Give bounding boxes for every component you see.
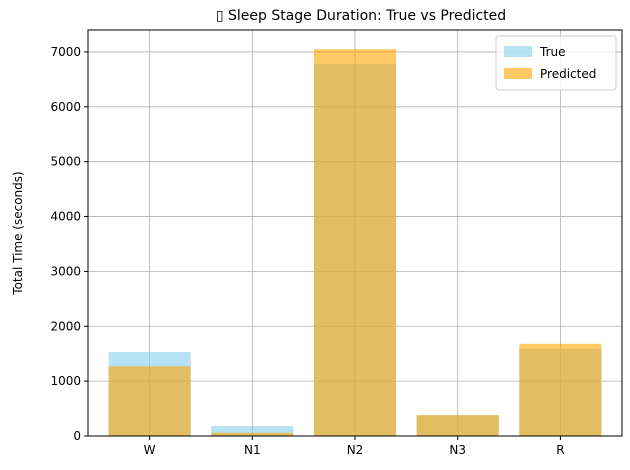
- y-tick-label-6: 6000: [50, 100, 81, 114]
- legend-swatch-true: [504, 46, 532, 57]
- legend: True Predicted: [495, 35, 617, 91]
- bars: [108, 49, 602, 437]
- y-tick-label-5: 5000: [50, 155, 81, 169]
- y-tick-label-7: 7000: [50, 45, 81, 59]
- bar-true-n1: [211, 426, 294, 436]
- legend-swatch-predicted: [504, 68, 532, 79]
- legend-label-predicted: Predicted: [540, 67, 596, 81]
- y-tick-label-2: 2000: [50, 319, 81, 333]
- legend-label-true: True: [539, 45, 566, 59]
- y-tick-label-4: 4000: [50, 210, 81, 224]
- x-tick-label-r: R: [556, 443, 564, 457]
- x-tick-label-n1: N1: [244, 443, 261, 457]
- x-tick-label-n3: N3: [449, 443, 466, 457]
- y-tick-label-3: 3000: [50, 264, 81, 278]
- y-axis: 0 1000 2000 3000 4000 5000 6000 7000: [50, 45, 88, 443]
- bar-predicted-n1: [211, 432, 294, 436]
- bar-predicted-w: [108, 366, 191, 436]
- bar-predicted-n3: [416, 415, 499, 436]
- bar-predicted-r: [519, 343, 602, 436]
- x-axis: W N1 N2 N3 R: [144, 436, 565, 457]
- chart-title: ▯ Sleep Stage Duration: True vs Predicte…: [216, 8, 506, 24]
- x-tick-label-n2: N2: [347, 443, 364, 457]
- y-tick-label-0: 0: [73, 429, 81, 443]
- y-axis-label: Total Time (seconds): [11, 171, 25, 295]
- x-tick-label-w: W: [144, 443, 156, 457]
- bar-predicted-n2: [313, 49, 397, 437]
- y-tick-label-1: 1000: [50, 374, 81, 388]
